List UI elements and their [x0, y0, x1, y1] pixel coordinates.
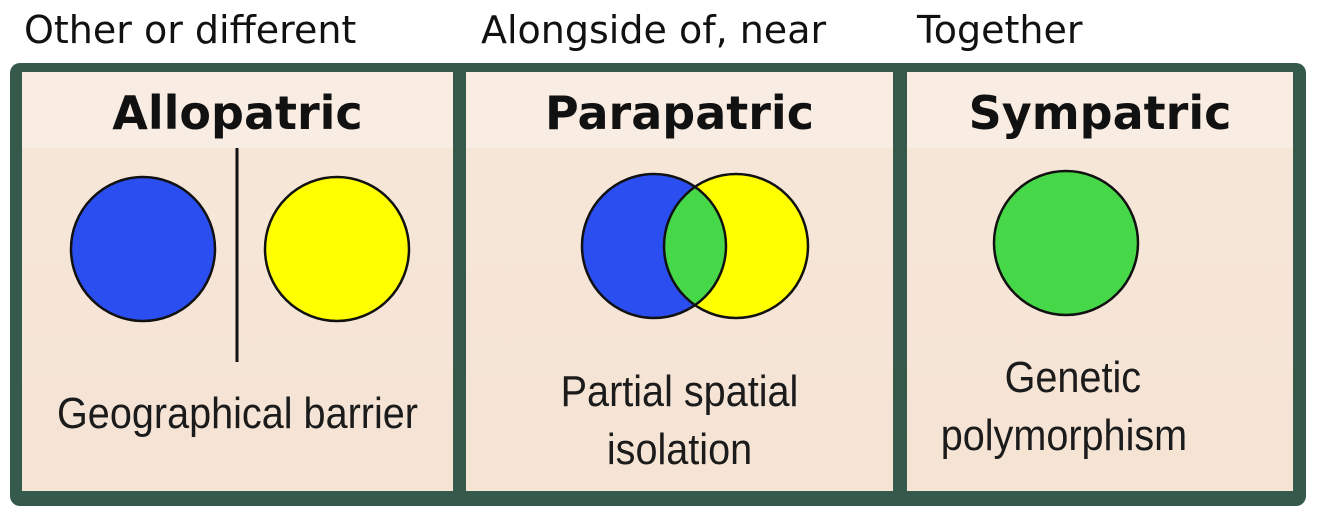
population-circle	[992, 169, 1140, 317]
overlap-zone	[664, 174, 726, 318]
panel-parapatric: Parapatric Partial spatial isolation	[466, 72, 893, 491]
caption-sympatric-line1: Genetic	[1004, 353, 1142, 402]
population-a-circle	[69, 175, 217, 323]
allopatric-illustration	[69, 148, 411, 362]
sympatric-illustration	[992, 169, 1140, 317]
label-other-or-different: Other or different	[24, 8, 357, 52]
panel-sympatric: Sympatric Genetic polymorphism	[907, 72, 1293, 491]
panel-title-sympatric: Sympatric	[968, 86, 1232, 140]
parapatric-illustration	[580, 172, 810, 320]
caption-sympatric-line2: polymorphism	[940, 411, 1188, 460]
caption-parapatric-line2: isolation	[606, 425, 753, 474]
label-together: Together	[917, 8, 1083, 52]
population-b-circle	[263, 175, 411, 323]
caption-parapatric-line1: Partial spatial	[560, 367, 799, 416]
panel-title-parapatric: Parapatric	[545, 86, 814, 140]
caption-allopatric: Geographical barrier	[57, 389, 418, 438]
panel-title-allopatric: Allopatric	[112, 86, 363, 140]
panel-allopatric: Allopatric Geographical barrier	[22, 72, 453, 491]
label-alongside-near: Alongside of, near	[481, 8, 827, 52]
